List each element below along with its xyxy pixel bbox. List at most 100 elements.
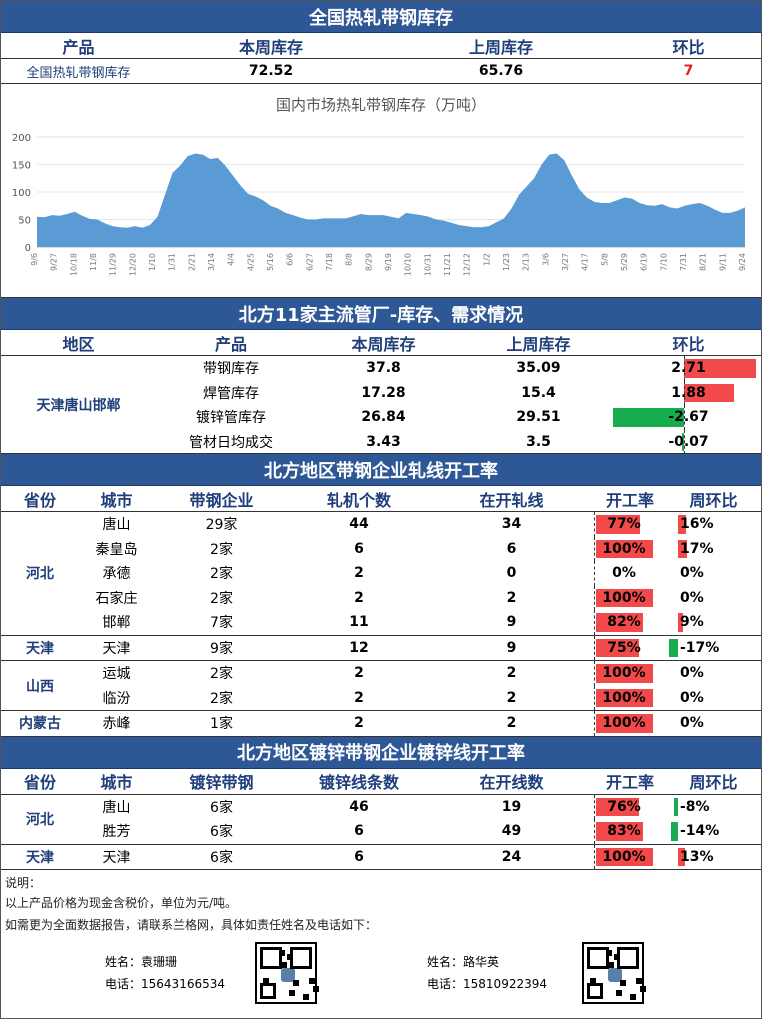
x-tick-label: 10/18 [69,253,78,276]
section1-data-row: 全国热轧带钢库存 72.52 65.76 7 [1,59,761,84]
province-rows: 赤峰 1家 2 2 100% 0% [79,711,761,736]
rate-bar [596,822,644,841]
firm-count: 1家 [210,716,233,733]
province-rows: 唐山 6家 46 19 76% -8% 胜芳 6家 6 49 83% -14% [79,794,761,844]
line-count: 2 [354,665,364,682]
x-tick-label: 8/8 [345,253,354,266]
rate-bar [596,797,640,816]
rate-value: 100% [602,848,646,865]
section2-title: 北方11家主流管厂-库存、需求情况 [1,298,761,330]
firm-count: 2家 [210,666,233,683]
y-tick-label: 150 [12,161,31,172]
change-value: 7 [683,63,694,79]
x-tick-label: 9/24 [738,253,747,271]
x-tick-label: 1/2 [482,253,491,266]
line-count: 2 [354,689,364,706]
header-this-week: 本周库存 [351,334,416,354]
x-tick-label: 6/27 [305,253,314,271]
table-row: 秦皇岛 2家 6 6 100% 17% [79,536,761,562]
change-value: 1.88 [671,384,706,401]
wow-value: -17% [680,639,720,656]
province-group: 河北 唐山 29家 44 34 77% 16% 秦皇岛 2家 6 6 100% 17% 承德 2家 2 0 0% 0… [1,512,761,636]
line-count: 11 [349,614,369,631]
x-tick-label: 1/23 [502,253,511,271]
x-tick-label: 2/21 [187,253,196,271]
last-week-value: 15.4 [521,384,556,401]
x-tick-label: 5/16 [266,253,275,271]
wow-cell: 9% [666,610,761,635]
rate-value: 82% [607,614,641,631]
firm-count: 2家 [210,541,233,558]
table-row: 运城 2家 2 2 100% 0% [79,661,761,686]
header-this-week: 本周库存 [238,37,303,57]
wow-cell: 16% [666,512,761,537]
x-tick-label: 7/31 [679,253,688,271]
section2-rows: 带钢库存 37.8 35.09 2.71 焊管库存 17.28 15.4 1.88 镀锌管库存 2… [156,356,761,454]
table-row: 邯郸 7家 11 9 82% 9% [79,610,761,635]
open-count: 2 [506,689,517,706]
firm-count: 29家 [205,517,238,534]
rate-value: 100% [602,689,646,706]
rate-value: 76% [607,798,641,815]
section2-row: 带钢库存 37.8 35.09 2.71 [156,356,761,381]
section4-header-row: 省份 城市 镀锌带钢 镀锌线条数 在开线数 开工率 周环比 [1,769,761,795]
x-tick-label: 7/10 [659,253,668,271]
column-header: 省份 [23,773,56,792]
header-product: 产品 [62,37,95,57]
rate-value: 75% [607,639,641,656]
wow-bar [670,822,678,841]
province-group: 内蒙古 赤峰 1家 2 2 100% 0% [1,711,761,737]
x-tick-label: 8/29 [364,253,373,271]
column-header: 周环比 [689,773,738,792]
rate-value: 100% [602,665,646,682]
contact-1-name-label: 姓名： [105,955,142,969]
column-header: 镀锌线条数 [318,773,399,792]
city-name: 秦皇岛 [95,541,138,558]
province-group: 天津 天津 6家 6 24 100% 13% [1,844,761,870]
footer-label: 说明： [5,876,42,890]
rate-bar [596,847,653,866]
section2-row: 焊管库存 17.28 15.4 1.88 [156,380,761,405]
change-value: -0.07 [668,433,709,450]
rate-bar [596,638,639,657]
open-count: 2 [506,589,517,606]
contact-1-phone: 15643166534 [141,977,225,991]
x-tick-label: 3/6 [541,253,550,266]
x-tick-label: 6/6 [286,253,295,266]
column-header: 在开轧线 [479,490,544,510]
table-row: 石家庄 2家 2 2 100% 0% [79,585,761,610]
rate-bar [596,688,653,707]
product-name: 全国热轧带钢库存 [26,65,131,81]
product-name: 管材日均成交 [189,434,273,451]
province-rows: 天津 9家 12 9 75% -17% [79,635,761,660]
province-rows: 天津 6家 6 24 100% 13% [79,844,761,870]
line-count: 6 [354,540,364,557]
qr-code-1 [255,942,317,1004]
change-cell: -0.07 [616,429,761,454]
wow-cell: -8% [666,795,761,820]
wow-cell: 17% [666,537,761,562]
column-header: 城市 [100,773,133,792]
wow-value: 0% [680,665,704,682]
column-header: 带钢企业 [189,490,254,510]
city-name: 邯郸 [102,615,131,632]
x-tick-label: 10/10 [404,253,413,276]
firm-count: 9家 [210,640,233,657]
line-count: 6 [354,823,364,840]
qr-code-2 [582,942,644,1004]
last-week-value: 29.51 [516,409,561,426]
wow-cell: 13% [666,845,761,870]
change-axis [684,429,685,454]
rate-value: 77% [607,516,641,533]
product-name: 带钢库存 [203,361,259,378]
province-rows: 运城 2家 2 2 100% 0% 临汾 2家 2 2 100% 0% [79,661,761,710]
section2-body: 天津唐山邯郸 带钢库存 37.8 35.09 2.71 焊管库存 17.28 15.4 1.8… [1,356,761,454]
y-tick-label: 100 [12,188,31,199]
rate-bar [596,664,653,683]
wow-bar [678,613,683,632]
rate-value: 100% [602,540,646,557]
open-count: 0 [506,565,517,582]
firm-count: 6家 [210,824,233,841]
rate-bar [596,539,653,558]
rate-cell: 77% [594,512,666,537]
